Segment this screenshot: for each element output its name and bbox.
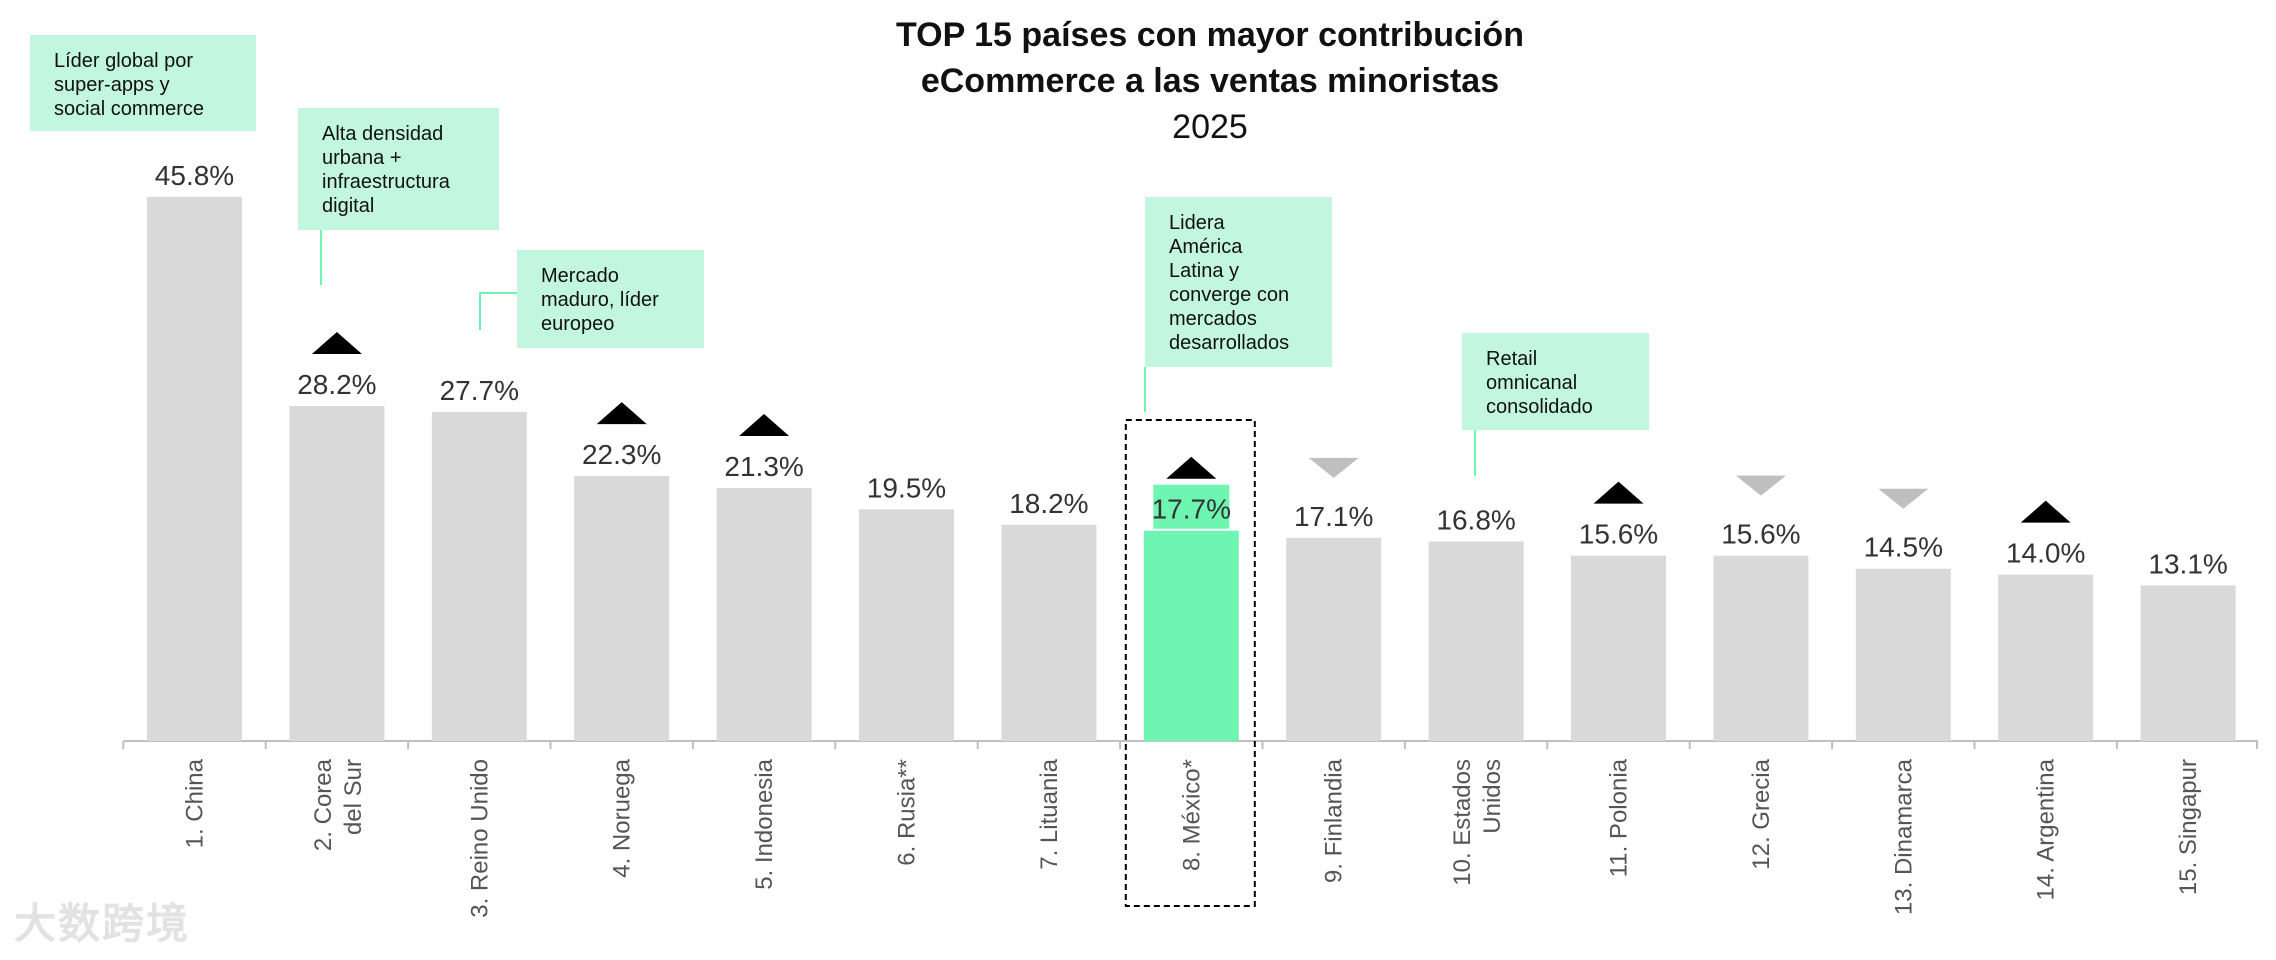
bar [1286, 537, 1382, 741]
chart-title-line-1: TOP 15 países con mayor contribución [896, 16, 1524, 54]
data-label: 16.8% [1436, 504, 1515, 535]
chart-title-line-2: eCommerce a las ventas minoristas [920, 62, 1500, 100]
data-label: 13.1% [2148, 548, 2227, 579]
x-tick-label: 13. Dinamarca [1890, 758, 1917, 915]
x-tick-label: 10. Estados Unidos [1449, 759, 1506, 886]
data-label: 17.1% [1294, 501, 1373, 532]
bar [1428, 541, 1524, 741]
bar [1143, 530, 1239, 741]
bar [431, 411, 527, 741]
x-tick-label: 15. Singapur [2175, 759, 2202, 895]
data-label: 15.6% [1721, 519, 1800, 550]
annotation-connector [479, 292, 517, 330]
x-tick-label: 14. Argentina [2033, 758, 2060, 900]
annotation-china: Líder global por super-apps y social com… [30, 35, 256, 131]
bar [1001, 524, 1097, 741]
watermark: 大数跨境 [14, 900, 191, 947]
trend-up-icon [596, 402, 647, 425]
bar [1713, 555, 1809, 741]
chart-subtitle: 2025 [1172, 108, 1248, 146]
x-tick-label: 11. Polonia [1606, 758, 1633, 877]
data-label: 27.7% [440, 375, 519, 406]
bar [1571, 555, 1666, 741]
x-tick-label: 12. Grecia [1748, 758, 1775, 869]
data-label: 21.3% [724, 451, 803, 482]
data-label: 15.6% [1579, 519, 1658, 550]
x-tick-label: 9. Finlandia [1321, 758, 1348, 883]
data-label: 22.3% [582, 439, 661, 470]
trend-up-icon [1593, 481, 1644, 504]
x-tick-label: 2. Corea del Sur [310, 758, 367, 851]
data-label: 28.2% [297, 369, 376, 400]
x-tick-label: 7. Lituania [1036, 758, 1063, 869]
bar [147, 196, 242, 741]
x-tick-label: 8. México* [1178, 759, 1205, 871]
bar [2140, 585, 2236, 741]
data-label: 18.2% [1009, 488, 1088, 519]
bar [859, 509, 954, 741]
bar [1998, 574, 2094, 741]
data-label: 45.8% [155, 160, 234, 191]
trend-down-icon [1308, 457, 1359, 478]
trend-up-icon [2020, 500, 2071, 523]
bar [574, 476, 670, 741]
trend-down-icon [1878, 488, 1929, 509]
annotation-reino-unido: Mercado maduro, líder europeo [517, 250, 704, 348]
highlight-frame [1124, 419, 1256, 907]
trend-up-icon [311, 331, 362, 354]
data-label: 19.5% [867, 472, 946, 503]
highlight-label-bg [1153, 484, 1230, 529]
bar [716, 487, 812, 741]
annotation-mexico: Lidera América Latina y converge con mer… [1145, 197, 1332, 367]
bar [289, 405, 385, 741]
x-tick-label: 4. Noruega [609, 758, 636, 877]
annotation-estados-unidos: Retail omnicanal consolidado [1462, 333, 1649, 430]
x-tick-label: 6. Rusia** [894, 759, 921, 866]
trend-up-icon [1166, 456, 1217, 479]
x-tick-label: 5. Indonesia [751, 758, 778, 889]
data-label: 14.0% [2006, 538, 2085, 569]
x-tick-label: 3. Reino Unido [466, 759, 493, 918]
data-label: 14.5% [1864, 532, 1943, 563]
x-tick-label: 1. China [182, 758, 209, 848]
trend-down-icon [1735, 475, 1786, 496]
annotation-corea: Alta densidad urbana + infraestructura d… [298, 108, 499, 230]
bar [1855, 568, 1951, 741]
data-label: 17.7% [1152, 494, 1231, 525]
trend-up-icon [739, 413, 790, 436]
